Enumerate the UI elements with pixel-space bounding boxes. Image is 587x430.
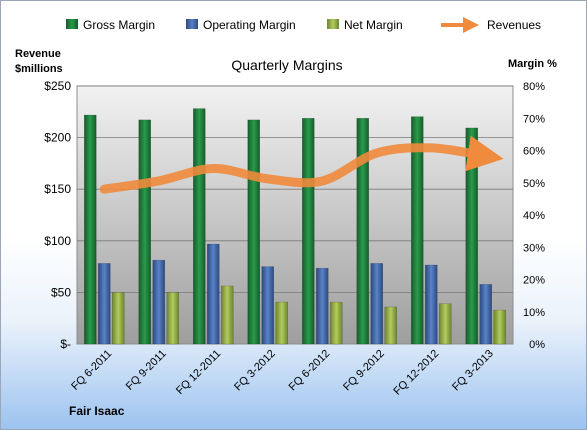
legend-label-revenues: Revenues: [487, 18, 541, 32]
bar-gross-margin: [356, 118, 369, 345]
x-axis: FQ 6-2011 FQ 9-2011 FQ 12-2011 FQ 3-2012 FQ …: [69, 348, 496, 398]
left-tick-label: $50: [51, 285, 71, 299]
right-tick-label: 60%: [523, 146, 545, 158]
legend-label-gross-margin: Gross Margin: [83, 18, 155, 32]
right-tick-label: 80%: [523, 81, 545, 93]
revenue-line: [99, 135, 504, 194]
bar-net-margin: [112, 292, 125, 345]
left-tick-label: $-: [60, 337, 71, 351]
bar-operating-margin: [370, 263, 383, 345]
bar-net-margin: [221, 285, 234, 345]
bar-gross-margin: [247, 119, 260, 345]
company-label: Fair Isaac: [69, 404, 125, 418]
bar-net-margin: [493, 309, 506, 345]
legend-swatch-net-margin: [327, 19, 339, 29]
right-tick-label: 70%: [523, 113, 545, 125]
left-tick-label: $200: [44, 131, 71, 145]
right-axis: 0% 10% 20% 30% 40% 50% 60% 70% 80%: [523, 81, 545, 351]
bar-net-margin: [330, 301, 343, 345]
right-tick-label: 30%: [523, 242, 545, 254]
bar-gross-margin: [138, 119, 151, 345]
x-tick-label: FQ 3-2013: [450, 348, 496, 394]
bar-net-margin: [275, 301, 288, 345]
x-tick-label: FQ 9-2012: [341, 348, 387, 394]
left-axis-label-line1: Revenue: [15, 48, 61, 60]
bar-operating-margin: [261, 266, 274, 345]
x-tick-label: FQ 12-2011: [174, 348, 223, 397]
chart-title: Quarterly Margins: [231, 57, 342, 73]
bar-operating-margin: [98, 263, 111, 345]
bar-gross-margin: [465, 127, 478, 345]
bar-gross-margin: [84, 114, 97, 345]
bar-operating-margin: [207, 243, 220, 345]
revenue-line-path: [99, 135, 504, 194]
bar-operating-margin: [316, 267, 329, 345]
bar-net-margin: [384, 306, 397, 345]
bar-net-margin: [166, 292, 179, 345]
bar-gross-margin: [302, 118, 315, 345]
legend-label-net-margin: Net Margin: [344, 18, 403, 32]
x-tick-label: FQ 12-2012: [391, 348, 441, 398]
bar-operating-margin: [479, 284, 492, 345]
left-axis: $- $50 $100 $150 $200 $250: [44, 79, 71, 351]
legend-swatch-gross-margin: [66, 19, 78, 29]
legend: Gross Margin Operating Margin Net Margin…: [66, 17, 541, 33]
left-axis-label-line2: $millions: [15, 63, 63, 75]
x-tick-label: FQ 9-2011: [124, 348, 169, 393]
legend-swatch-operating-margin: [186, 19, 198, 29]
bar-net-margin: [439, 303, 452, 345]
right-tick-label: 50%: [523, 178, 545, 190]
right-axis-label: Margin %: [508, 58, 557, 70]
x-tick-label: FQ 6-2011: [69, 348, 114, 393]
bar-gross-margin: [193, 108, 206, 345]
x-tick-label: FQ 3-2012: [232, 348, 278, 394]
left-tick-label: $150: [44, 182, 71, 196]
right-tick-label: 10%: [523, 307, 545, 319]
x-tick-label: FQ 6-2012: [287, 348, 333, 394]
right-tick-label: 40%: [523, 210, 545, 222]
bar-operating-margin: [425, 264, 438, 345]
left-tick-label: $100: [44, 234, 71, 248]
left-tick-label: $250: [44, 79, 71, 93]
bar-operating-margin: [152, 259, 165, 345]
bar-gross-margin: [411, 116, 424, 345]
right-tick-label: 0%: [529, 339, 545, 351]
right-tick-label: 20%: [523, 275, 545, 287]
legend-label-operating-margin: Operating Margin: [203, 18, 296, 32]
bar-marks: [84, 108, 506, 345]
